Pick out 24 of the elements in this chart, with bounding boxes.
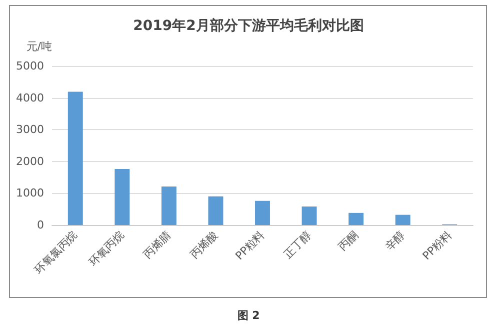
x-tick-label: 辛醇 — [382, 228, 408, 254]
y-tick-label: 1000 — [16, 186, 44, 200]
caption: 图 2 — [237, 309, 260, 322]
bar — [68, 92, 83, 225]
bar — [255, 200, 270, 225]
bar — [161, 186, 176, 225]
y-tick-label: 5000 — [16, 60, 44, 72]
x-tick-label: PP粉料 — [420, 228, 454, 263]
bar — [395, 214, 410, 225]
bar — [208, 196, 224, 225]
chart-title: 2019年2月部分下游平均毛利对比图 — [133, 17, 364, 34]
x-tick-label: 环氧丙烷 — [86, 228, 127, 269]
x-tick-label: 丙烯酸 — [188, 228, 220, 261]
x-tick-label: 正丁醇 — [281, 228, 314, 261]
y-tick-label: 3000 — [16, 123, 44, 136]
bar — [348, 212, 364, 225]
bar — [114, 169, 130, 225]
x-tick-label: PP粒料 — [232, 228, 268, 263]
x-tick-label: 丙烯腈 — [141, 228, 174, 261]
x-tick-label: 丙酮 — [336, 228, 361, 254]
y-axis-title: 元/吨 — [26, 40, 52, 53]
y-tick-label: 2000 — [16, 154, 44, 168]
bar — [302, 206, 317, 225]
y-tick-label: 4000 — [16, 91, 44, 104]
